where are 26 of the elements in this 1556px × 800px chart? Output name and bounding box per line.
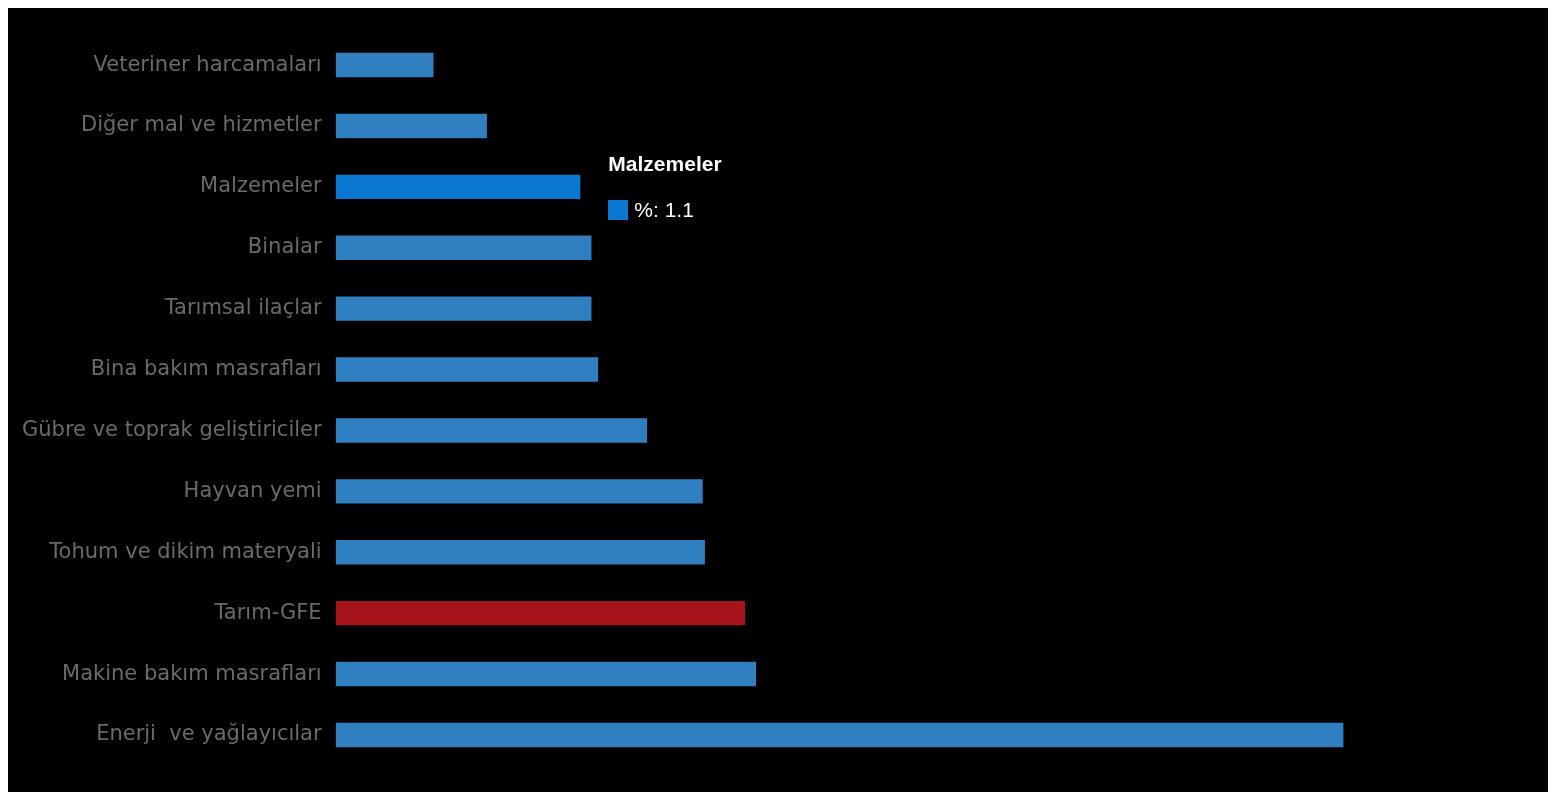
bar	[335, 661, 757, 687]
bar	[335, 540, 705, 565]
y-tick-label: Bina bakım masrafları	[90, 356, 322, 380]
y-tick-label: Diğer mal ve hizmetler	[81, 112, 322, 137]
bar	[335, 174, 581, 200]
y-tick-label: Tarım-GFE	[213, 599, 322, 624]
y-tick-label: Hayvan yemi	[183, 477, 322, 502]
y-tick-label: Makine bakım masrafları	[62, 660, 322, 685]
y-tick-label: Gübre ve toprak geliştiriciler	[21, 416, 322, 441]
y-tick-label: Tohum ve dikim materyali	[48, 538, 322, 563]
y-tick-label: Enerji ve yağlayıcılar	[96, 721, 322, 746]
bar	[335, 479, 703, 504]
bar	[335, 113, 487, 139]
bar	[335, 235, 592, 260]
data-label: %: 1.1	[634, 197, 694, 221]
y-tick-label: Binalar	[247, 234, 322, 259]
y-tick-label: Tarımsal ilaçlar	[163, 295, 322, 320]
category-label: Malzemeler	[608, 151, 722, 175]
bar	[335, 722, 1344, 748]
bar	[335, 600, 745, 626]
y-tick-label: Veteriner harcamaları	[93, 51, 322, 76]
bar	[335, 296, 592, 321]
bar	[335, 418, 648, 443]
bar	[335, 357, 599, 382]
y-tick-label: Malzemeler	[200, 173, 322, 198]
bar	[335, 52, 434, 78]
